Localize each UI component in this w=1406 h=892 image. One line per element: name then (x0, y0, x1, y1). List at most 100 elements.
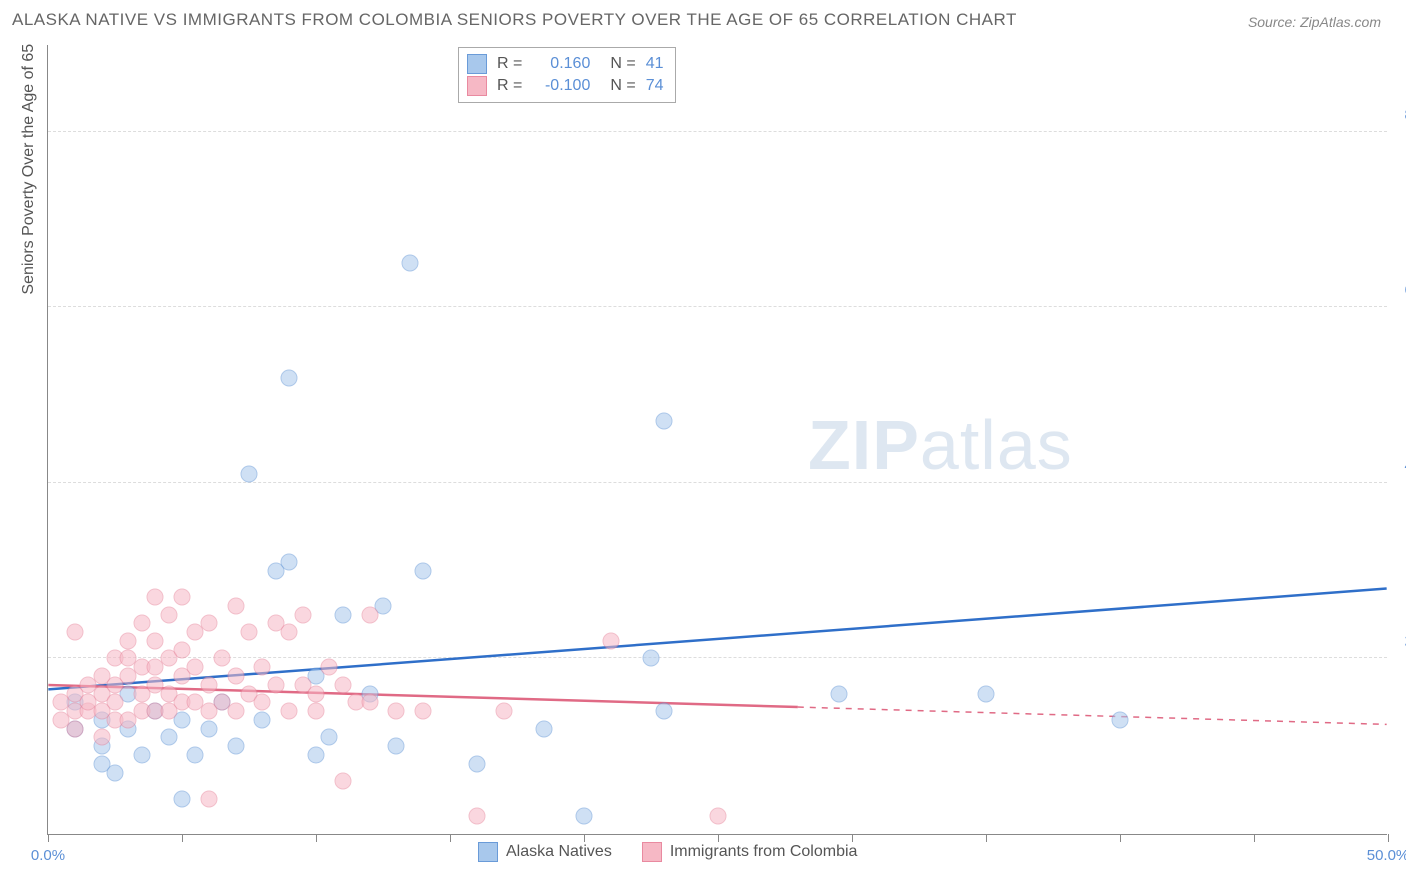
data-point (415, 703, 432, 720)
legend-item: Alaska Natives (478, 842, 612, 862)
data-point (200, 615, 217, 632)
plot-area: ZIPatlas 20.0%40.0%60.0%80.0% 0.0%50.0% … (47, 45, 1387, 835)
data-point (214, 650, 231, 667)
x-tick-label: 50.0% (1367, 847, 1406, 864)
data-point (133, 615, 150, 632)
data-point (401, 255, 418, 272)
x-tick (1120, 834, 1121, 842)
legend-swatch (478, 842, 498, 862)
data-point (495, 703, 512, 720)
data-point (602, 632, 619, 649)
x-tick (1388, 834, 1389, 842)
data-point (415, 562, 432, 579)
x-tick (48, 834, 49, 842)
chart-title: ALASKA NATIVE VS IMMIGRANTS FROM COLOMBI… (12, 10, 1017, 30)
data-point (200, 676, 217, 693)
source-attribution: Source: ZipAtlas.com (1248, 14, 1381, 30)
data-point (361, 694, 378, 711)
y-tick-label: 60.0% (1392, 282, 1406, 299)
data-point (174, 641, 191, 658)
data-point (174, 589, 191, 606)
x-tick (584, 834, 585, 842)
stats-row: R = 0.160 N = 41 (467, 54, 663, 74)
data-point (308, 685, 325, 702)
data-point (267, 676, 284, 693)
data-point (187, 659, 204, 676)
data-point (468, 755, 485, 772)
watermark-rest: atlas (920, 406, 1073, 484)
data-point (66, 624, 83, 641)
y-tick-label: 80.0% (1392, 106, 1406, 123)
legend-item: Immigrants from Colombia (642, 842, 858, 862)
data-point (200, 790, 217, 807)
data-point (281, 703, 298, 720)
series-swatch (467, 54, 487, 74)
data-point (361, 606, 378, 623)
stats-legend: R = 0.160 N = 41 R = -0.100 N = 74 (458, 47, 676, 103)
x-tick (986, 834, 987, 842)
data-point (643, 650, 660, 667)
data-point (281, 624, 298, 641)
data-point (334, 773, 351, 790)
data-point (227, 738, 244, 755)
data-point (281, 553, 298, 570)
series-swatch (467, 76, 487, 96)
data-point (294, 606, 311, 623)
data-point (227, 668, 244, 685)
stat-n-label: N = (610, 77, 635, 95)
x-tick (718, 834, 719, 842)
data-point (254, 694, 271, 711)
data-point (710, 808, 727, 825)
stat-n-value: 74 (646, 77, 664, 95)
stat-r-label: R = (497, 55, 522, 73)
data-point (576, 808, 593, 825)
stat-n-label: N = (610, 55, 635, 73)
data-point (321, 729, 338, 746)
x-tick (450, 834, 451, 842)
stat-r-value: -0.100 (532, 77, 590, 95)
data-point (468, 808, 485, 825)
data-point (308, 703, 325, 720)
data-point (656, 703, 673, 720)
stats-row: R = -0.100 N = 74 (467, 76, 663, 96)
data-point (656, 413, 673, 430)
x-tick (182, 834, 183, 842)
data-point (227, 703, 244, 720)
data-point (107, 764, 124, 781)
stat-r-label: R = (497, 77, 522, 95)
data-point (308, 747, 325, 764)
y-tick-label: 40.0% (1392, 457, 1406, 474)
x-tick (852, 834, 853, 842)
data-point (241, 624, 258, 641)
watermark: ZIPatlas (808, 405, 1073, 485)
data-point (66, 720, 83, 737)
data-point (830, 685, 847, 702)
x-tick (1254, 834, 1255, 842)
data-point (120, 632, 137, 649)
data-point (1112, 711, 1129, 728)
data-point (133, 747, 150, 764)
legend-label: Alaska Natives (506, 843, 612, 861)
data-point (227, 597, 244, 614)
data-point (978, 685, 995, 702)
data-point (388, 703, 405, 720)
data-point (160, 606, 177, 623)
gridline (48, 306, 1387, 307)
stat-n-value: 41 (646, 55, 664, 73)
data-point (241, 466, 258, 483)
gridline (48, 657, 1387, 658)
data-point (187, 747, 204, 764)
data-point (321, 659, 338, 676)
data-point (160, 729, 177, 746)
x-tick-label: 0.0% (31, 847, 65, 864)
data-point (174, 790, 191, 807)
y-axis-label: Seniors Poverty Over the Age of 65 (20, 44, 38, 295)
data-point (334, 606, 351, 623)
bottom-legend: Alaska Natives Immigrants from Colombia (478, 842, 857, 862)
data-point (147, 632, 164, 649)
gridline (48, 131, 1387, 132)
data-point (107, 694, 124, 711)
watermark-bold: ZIP (808, 406, 920, 484)
stat-r-value: 0.160 (532, 55, 590, 73)
x-tick (316, 834, 317, 842)
